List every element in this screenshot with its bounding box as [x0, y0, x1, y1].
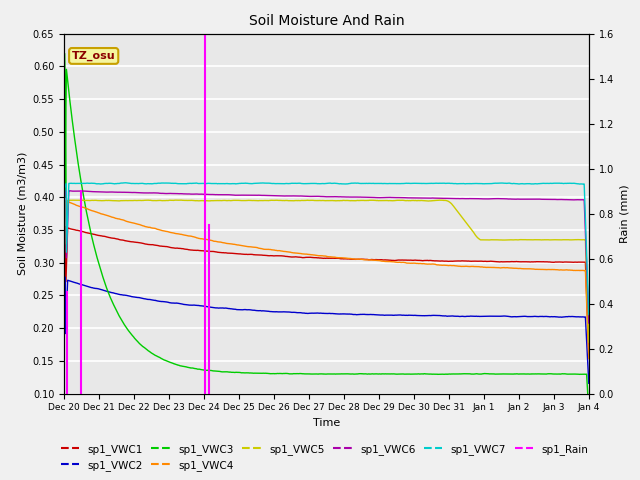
- Y-axis label: Soil Moisture (m3/m3): Soil Moisture (m3/m3): [17, 152, 27, 276]
- Text: TZ_osu: TZ_osu: [72, 51, 115, 61]
- X-axis label: Time: Time: [313, 418, 340, 428]
- Legend: sp1_VWC1, sp1_VWC2, sp1_VWC3, sp1_VWC4, sp1_VWC5, sp1_VWC6, sp1_VWC7, sp1_Rain: sp1_VWC1, sp1_VWC2, sp1_VWC3, sp1_VWC4, …: [56, 439, 593, 475]
- Y-axis label: Rain (mm): Rain (mm): [620, 184, 630, 243]
- Title: Soil Moisture And Rain: Soil Moisture And Rain: [248, 14, 404, 28]
